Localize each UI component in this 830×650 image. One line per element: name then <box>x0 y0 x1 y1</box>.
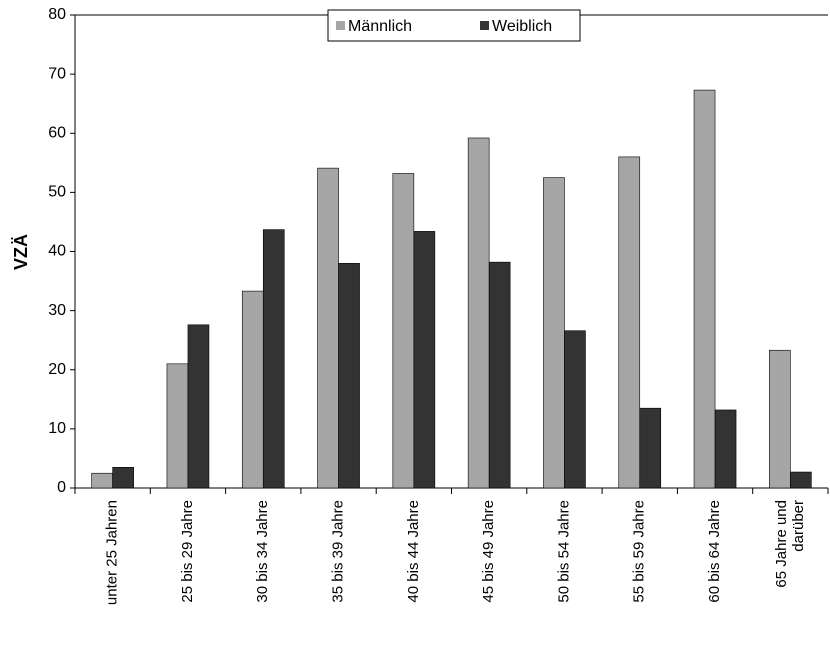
bar-weiblich <box>112 467 134 489</box>
bar-maennlich <box>467 137 490 489</box>
x-category-label: 40 bis 44 Jahre <box>405 500 422 603</box>
bar-maennlich <box>166 363 189 489</box>
y-tick-label: 0 <box>57 479 66 496</box>
x-category-label: 25 bis 29 Jahre <box>179 500 196 603</box>
bar-maennlich <box>543 177 565 489</box>
y-tick-label: 60 <box>48 124 66 141</box>
y-tick-label: 30 <box>48 302 66 319</box>
x-category-label: 45 bis 49 Jahre <box>480 500 497 603</box>
y-tick-label: 80 <box>48 6 66 23</box>
y-axis-title: VZÄ <box>11 234 31 270</box>
x-category-label: unter 25 Jahren <box>104 500 121 605</box>
bar-maennlich <box>769 349 791 489</box>
bar-weiblich <box>790 471 812 489</box>
x-category-label: 30 bis 34 Jahre <box>254 500 271 603</box>
bar-weiblich <box>413 231 436 489</box>
bar-maennlich <box>241 290 264 489</box>
legend-label-weiblich: Weiblich <box>492 18 552 35</box>
bar-maennlich <box>392 173 415 489</box>
x-category-label: 35 bis 39 Jahre <box>330 500 347 603</box>
bar-maennlich <box>91 472 113 489</box>
x-category-label: 55 bis 59 Jahre <box>631 500 648 603</box>
legend-swatch-maennlich <box>336 21 345 30</box>
bar-maennlich <box>693 89 716 489</box>
y-tick-label: 10 <box>48 420 66 437</box>
bar-weiblich <box>262 229 285 489</box>
bar-maennlich <box>618 156 641 489</box>
x-category-label: 50 bis 54 Jahre <box>555 500 572 603</box>
y-tick-label: 70 <box>48 65 66 82</box>
x-category-label: darüber <box>790 500 807 552</box>
x-category-label: 65 Jahre und <box>773 500 790 588</box>
legend: Männlich Weiblich <box>327 9 581 42</box>
bar-weiblich <box>639 407 662 489</box>
plot-area: 0 10 20 30 40 50 60 70 80 unter 25 Jahren 25 bis 2… <box>48 6 829 605</box>
y-tick-label: 20 <box>48 361 66 378</box>
y-tick-label: 40 <box>48 243 66 260</box>
bar-weiblich <box>488 261 511 489</box>
bar-weiblich <box>187 324 210 489</box>
legend-label-maennlich: Männlich <box>348 18 412 35</box>
bar-weiblich <box>564 330 586 489</box>
y-tick-label: 50 <box>48 184 66 201</box>
legend-box <box>327 9 581 42</box>
bar-maennlich <box>317 167 339 489</box>
legend-swatch-weiblich <box>480 21 489 30</box>
x-category-label: 60 bis 64 Jahre <box>706 500 723 603</box>
bar-weiblich <box>714 409 737 489</box>
bar-weiblich <box>338 263 360 489</box>
